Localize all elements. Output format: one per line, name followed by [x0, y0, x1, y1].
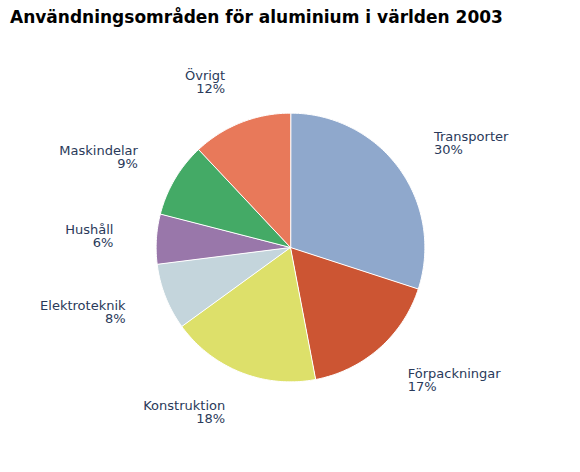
- svg-text:Elektroteknik8%: Elektroteknik8%: [40, 298, 126, 326]
- svg-text:Övrigt12%: Övrigt12%: [185, 67, 225, 96]
- html-text:Användningsområden för alumini: Användningsområden för aluminium i värld…: [10, 7, 503, 27]
- svg-text:Transporter30%: Transporter30%: [433, 129, 509, 157]
- svg-text:Konstruktion18%: Konstruktion18%: [143, 398, 225, 426]
- svg-text:Förpackningar17%: Förpackningar17%: [408, 366, 502, 394]
- svg-text:Hushåll6%: Hushåll6%: [65, 222, 113, 250]
- svg-text:Maskindelar9%: Maskindelar9%: [59, 143, 138, 171]
